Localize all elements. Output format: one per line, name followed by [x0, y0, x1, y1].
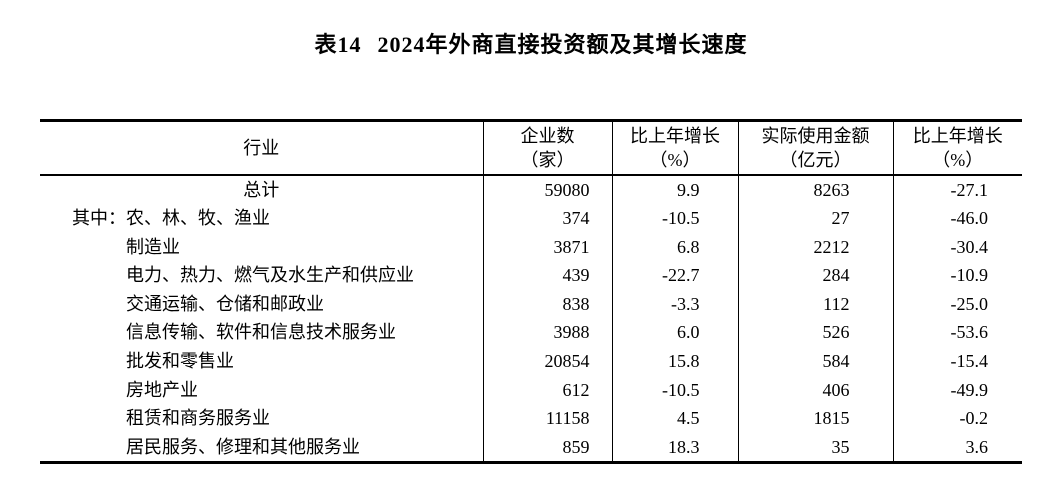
enterprises-cell: 20854: [482, 347, 612, 376]
table-row: 信息传输、软件和信息技术服务业 3988 6.0 526 -53.6: [40, 318, 1022, 348]
table-row: 房地产业 612 -10.5 406 -49.9: [40, 375, 1022, 405]
header-row: 行业 企业数 （家） 比上年增长 （%） 实际使用金额 （亿元） 比上年增长 （…: [40, 120, 1022, 176]
industry-name: 交通运输、仓储和邮政业: [126, 293, 324, 314]
industry-name: 信息传输、软件和信息技术服务业: [126, 322, 396, 343]
enterprise-growth-cell: -3.3: [611, 289, 738, 319]
industry-cell: 房地产业: [40, 376, 483, 405]
utilized-amount-cell: 2212: [737, 232, 893, 262]
utilized-amount-cell: 35: [737, 432, 893, 463]
col-header-growth-amount: 比上年增长 （%）: [892, 120, 1022, 176]
table-row: 其中：农、林、牧、渔业 374 -10.5 27 -46.0: [40, 204, 1022, 233]
table-row: 电力、热力、燃气及水生产和供应业 439 -22.7 284 -10.9: [40, 261, 1022, 290]
table-row: 交通运输、仓储和邮政业 838 -3.3 112 -25.0: [40, 289, 1022, 319]
amount-growth-cell: -53.6: [892, 318, 1022, 348]
industry-cell: 信息传输、软件和信息技术服务业: [40, 318, 483, 347]
amount-growth-cell: -49.9: [892, 375, 1022, 405]
industry-name: 居民服务、修理和其他服务业: [126, 436, 360, 457]
enterprises-cell: 612: [482, 375, 612, 405]
enterprises-cell: 11158: [482, 404, 612, 433]
industry-name: 制造业: [126, 236, 180, 257]
fdi-table: 行业 企业数 （家） 比上年增长 （%） 实际使用金额 （亿元） 比上年增长 （…: [40, 119, 1022, 465]
enterprise-growth-cell: -10.5: [611, 204, 738, 233]
amount-growth-cell: -10.9: [892, 261, 1022, 290]
utilized-amount-cell: 27: [737, 204, 893, 233]
industry-name: 租赁和商务服务业: [126, 408, 270, 429]
enterprises-cell: 838: [482, 289, 612, 319]
col-header-line1: 企业数: [520, 125, 575, 146]
col-header-line2: （家）: [520, 149, 575, 170]
industry-cell: 批发和零售业: [40, 347, 483, 376]
utilized-amount-cell: 584: [737, 347, 893, 376]
enterprises-cell: 59080: [482, 174, 612, 205]
industry-cell: 租赁和商务服务业: [40, 404, 483, 433]
col-header-line2: （%）: [932, 149, 984, 170]
table-row: 制造业 3871 6.8 2212 -30.4: [40, 232, 1022, 262]
amount-growth-cell: 3.6: [892, 432, 1022, 463]
enterprises-cell: 3871: [482, 232, 612, 262]
col-header-line1: 实际使用金额: [761, 125, 870, 146]
enterprise-growth-cell: 9.9: [611, 174, 738, 205]
industry-prefix: 其中：: [72, 208, 126, 229]
utilized-amount-cell: 112: [737, 289, 893, 319]
col-header-line1: 比上年增长: [912, 125, 1003, 146]
enterprises-cell: 859: [482, 432, 612, 463]
table-title-text: 2024年外商直接投资额及其增长速度: [377, 32, 748, 57]
utilized-amount-cell: 406: [737, 375, 893, 405]
industry-name: 农、林、牧、渔业: [126, 208, 270, 229]
col-header-line1: 行业: [243, 137, 280, 158]
industry-cell: 交通运输、仓储和邮政业: [40, 290, 483, 319]
table-row: 批发和零售业 20854 15.8 584 -15.4: [40, 347, 1022, 376]
enterprise-growth-cell: -10.5: [611, 375, 738, 405]
enterprise-growth-cell: 6.8: [611, 232, 738, 262]
col-header-enterprises: 企业数 （家）: [482, 120, 612, 176]
table-row: 租赁和商务服务业 11158 4.5 1815 -0.2: [40, 404, 1022, 433]
table-header: 行业 企业数 （家） 比上年增长 （%） 实际使用金额 （亿元） 比上年增长 （…: [40, 120, 1022, 176]
table-body: 总计 59080 9.9 8263 -27.1 其中：农、林、牧、渔业 374 -10.5 27…: [40, 174, 1022, 463]
industry-name: 房地产业: [126, 379, 198, 400]
col-header-utilized-amount: 实际使用金额 （亿元）: [737, 120, 893, 176]
utilized-amount-cell: 8263: [737, 174, 893, 205]
industry-cell: 总计: [40, 175, 483, 205]
amount-growth-cell: -15.4: [892, 347, 1022, 376]
utilized-amount-cell: 1815: [737, 404, 893, 433]
enterprise-growth-cell: -22.7: [611, 261, 738, 290]
enterprise-growth-cell: 18.3: [611, 432, 738, 463]
utilized-amount-cell: 526: [737, 318, 893, 348]
enterprise-growth-cell: 15.8: [611, 347, 738, 376]
industry-name: 批发和零售业: [126, 351, 234, 372]
industry-name: 电力、热力、燃气及水生产和供应业: [126, 265, 414, 286]
utilized-amount-cell: 284: [737, 261, 893, 290]
table-row: 总计 59080 9.9 8263 -27.1: [40, 174, 1022, 205]
industry-cell: 制造业: [40, 233, 483, 262]
table-title: 表14 2024年外商直接投资额及其增长速度: [40, 27, 1022, 59]
industry-cell: 其中：农、林、牧、渔业: [40, 204, 483, 233]
amount-growth-cell: -30.4: [892, 232, 1022, 262]
col-header-line2: （亿元）: [779, 149, 852, 170]
amount-growth-cell: -46.0: [892, 204, 1022, 233]
amount-growth-cell: -27.1: [892, 174, 1022, 205]
col-header-line1: 比上年增长: [630, 125, 720, 146]
amount-growth-cell: -0.2: [892, 404, 1022, 433]
table-row: 居民服务、修理和其他服务业 859 18.3 35 3.6: [40, 432, 1022, 463]
enterprise-growth-cell: 6.0: [611, 318, 738, 348]
enterprises-cell: 3988: [482, 318, 612, 348]
table-number: 表14: [314, 32, 362, 57]
enterprises-cell: 374: [482, 204, 612, 233]
industry-name: 总计: [243, 179, 280, 200]
industry-cell: 电力、热力、燃气及水生产和供应业: [40, 261, 483, 290]
col-header-growth-enterprises: 比上年增长 （%）: [611, 120, 738, 176]
enterprises-cell: 439: [482, 261, 612, 290]
enterprise-growth-cell: 4.5: [611, 404, 738, 433]
col-header-line2: （%）: [649, 149, 701, 170]
amount-growth-cell: -25.0: [892, 289, 1022, 319]
industry-cell: 居民服务、修理和其他服务业: [40, 433, 483, 463]
col-header-industry: 行业: [40, 120, 483, 176]
